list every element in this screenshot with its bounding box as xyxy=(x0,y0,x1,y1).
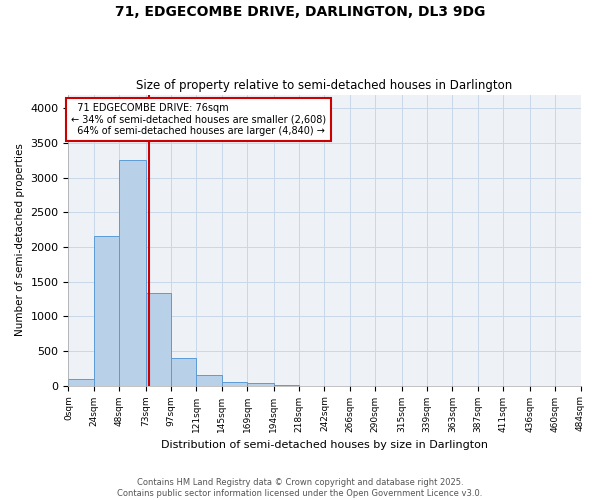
Text: Contains HM Land Registry data © Crown copyright and database right 2025.
Contai: Contains HM Land Registry data © Crown c… xyxy=(118,478,482,498)
Bar xyxy=(171,358,196,386)
Bar xyxy=(196,375,222,386)
Text: 71, EDGECOMBE DRIVE, DARLINGTON, DL3 9DG: 71, EDGECOMBE DRIVE, DARLINGTON, DL3 9DG xyxy=(115,5,485,19)
Bar xyxy=(119,160,146,386)
Bar xyxy=(222,382,247,386)
Title: Size of property relative to semi-detached houses in Darlington: Size of property relative to semi-detach… xyxy=(136,79,512,92)
Bar xyxy=(274,385,299,386)
Y-axis label: Number of semi-detached properties: Number of semi-detached properties xyxy=(15,144,25,336)
X-axis label: Distribution of semi-detached houses by size in Darlington: Distribution of semi-detached houses by … xyxy=(161,440,488,450)
Bar xyxy=(247,384,274,386)
Bar xyxy=(146,294,171,386)
Bar xyxy=(94,236,119,386)
Text: 71 EDGECOMBE DRIVE: 76sqm
← 34% of semi-detached houses are smaller (2,608)
  64: 71 EDGECOMBE DRIVE: 76sqm ← 34% of semi-… xyxy=(71,103,326,136)
Bar xyxy=(68,378,94,386)
